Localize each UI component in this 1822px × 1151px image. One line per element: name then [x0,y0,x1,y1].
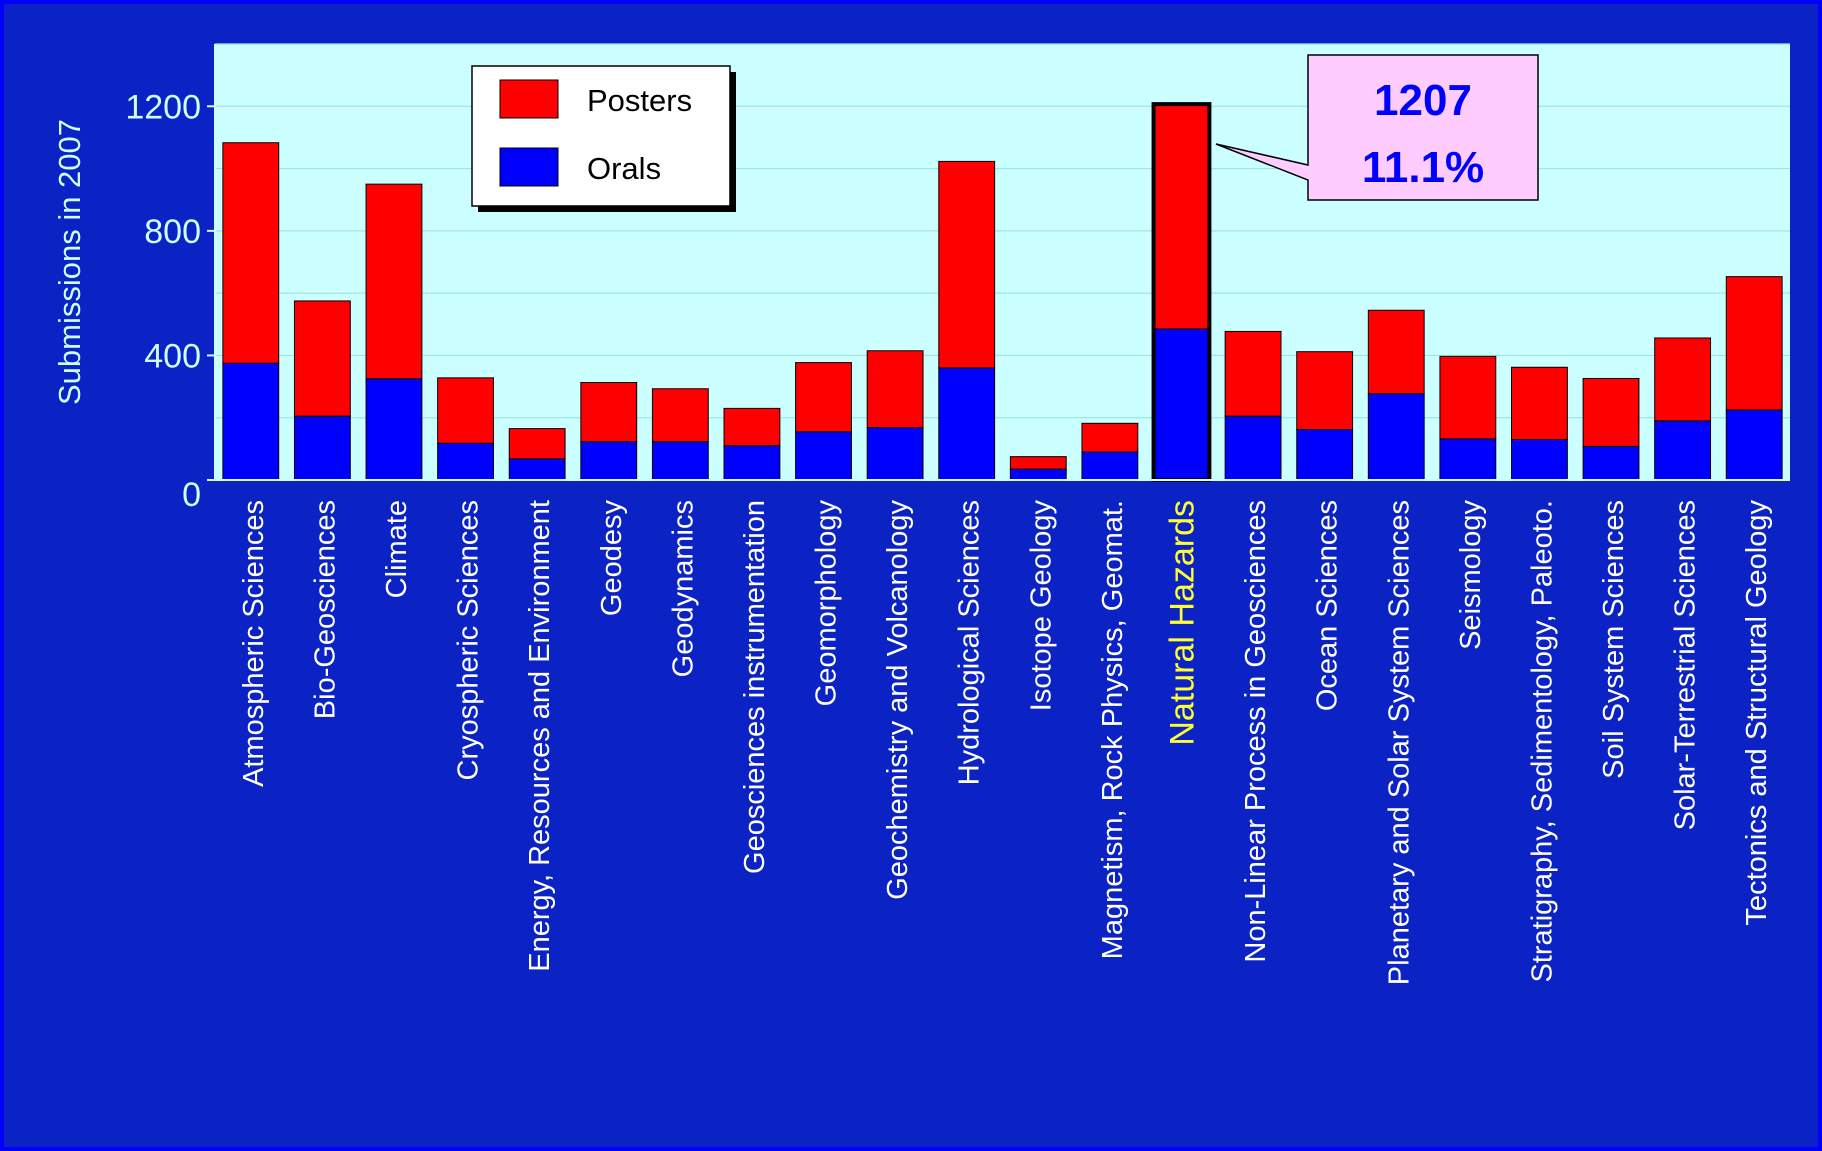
bar-orals [1296,429,1354,481]
bar-posters [1367,309,1425,395]
legend-swatch-orals [499,147,559,187]
bar-orals [508,458,566,481]
legend-label-orals: Orals [587,151,661,186]
bar-posters [866,350,924,429]
category-label: Geodynamics [667,500,699,677]
category-label: Climate [381,500,413,598]
category-label: Energy, Resources and Environment [524,500,556,972]
bar-posters [1081,422,1139,453]
category-label: Geochemistry and Volcanology [882,500,914,900]
category-label: Hydrological Sciences [954,500,986,785]
bars [222,102,1783,482]
legend-label-posters: Posters [587,83,692,118]
callout-percent: 11.1% [1362,143,1484,192]
bar-orals [293,415,351,481]
category-label-highlight: Natural Hazards [1163,500,1201,746]
bar-posters [365,183,423,380]
bar-orals [1367,393,1425,481]
bar-orals [1439,438,1497,481]
bar-orals [651,441,709,481]
bar-posters [1296,351,1354,431]
bar-orals [365,378,423,481]
category-label: Non-Linear Process in Geosciences [1240,500,1272,963]
bar-orals [1009,468,1067,481]
y-tick-label: 400 [144,337,201,375]
bar-orals [1582,445,1640,481]
bar-posters [508,428,566,460]
category-label: Ocean Sciences [1312,500,1344,711]
category-label: Geosciences instrumentation [739,500,771,874]
category-label: Seismology [1455,500,1487,650]
y-tick-label: 1200 [125,88,201,126]
y-tick-label: 0 [182,476,201,514]
category-labels: Atmospheric Sciences Bio-Geosciences Clima… [238,500,1773,986]
category-label: Bio-Geosciences [309,500,341,719]
category-label: Magnetism, Rock Physics, Geomat. [1097,500,1129,959]
bar-posters [1582,377,1640,447]
callout-bubble [1215,54,1539,201]
bar-orals [1654,420,1712,481]
bar-orals [580,441,638,481]
bar-orals [866,427,924,481]
axes: 0 400 800 1200 [125,44,1790,514]
bar-posters [437,377,494,444]
category-label: Planetary and Solar System Sciences [1383,500,1415,985]
category-label: Stratigraphy, Sedimentology, Paleoto. [1526,500,1558,983]
bar-posters [1511,366,1568,441]
highlight-callout: 1207 11.1% [1215,54,1539,201]
bar-orals [1153,328,1210,481]
bar-posters [1224,330,1282,417]
y-axis-title: Submissions in 2007 [52,119,87,405]
bar-orals [1725,409,1783,481]
category-label: Atmospheric Sciences [238,500,270,787]
bar-posters [1009,456,1067,470]
bar-posters [293,300,351,417]
bar-orals [723,445,781,481]
bar-posters [1725,276,1783,411]
bar-orals [938,367,996,481]
bar-posters [222,142,280,364]
category-label: Solar-Terrestrial Sciences [1670,500,1702,830]
category-label: Isotope Geology [1025,500,1057,712]
bar-orals [1224,415,1282,481]
category-label: Tectonics and Structural Geology [1741,500,1773,926]
bar-orals [795,431,852,481]
callout-total: 1207 [1374,76,1472,125]
category-label: Cryospheric Sciences [453,500,485,780]
legend-swatch-posters [499,79,559,119]
bar-orals [1511,439,1568,481]
y-tick-label: 800 [144,213,201,251]
bar-posters [1439,355,1497,440]
category-label: Geomorphology [811,500,843,707]
legend: Posters Orals [471,65,736,212]
bar-orals [437,442,494,481]
bar-posters [651,388,709,443]
bar-posters [580,382,638,443]
category-label: Geodesy [596,500,628,617]
bar-orals [1081,451,1139,481]
bar-orals [222,362,280,481]
bar-posters [723,407,781,447]
bar-posters [938,160,996,369]
bar-posters [795,362,852,433]
bar-posters [1654,337,1712,422]
bar-posters [1153,103,1210,330]
category-label: Soil System Sciences [1598,500,1630,779]
